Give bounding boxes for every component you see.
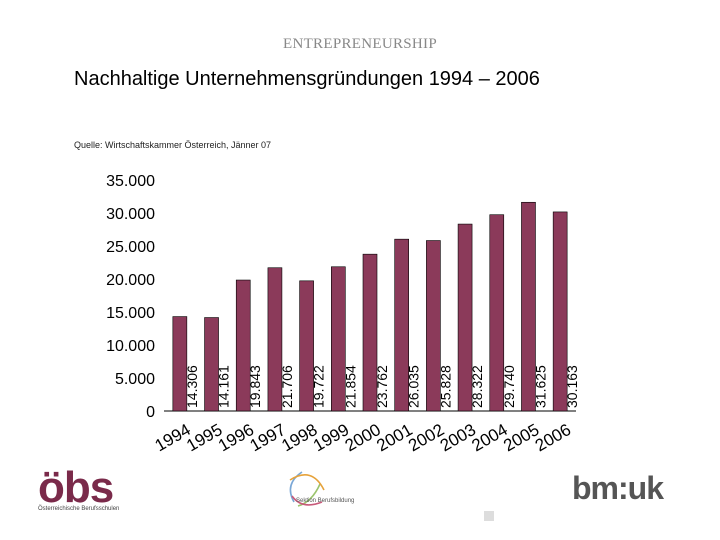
value-label: 21.706	[279, 365, 295, 408]
sektion-logo-text: Sektion Berufsbildung	[296, 498, 355, 504]
y-tick-label: 30.000	[106, 206, 155, 223]
value-label: 19.722	[311, 365, 327, 408]
bar-2003	[457, 223, 473, 412]
value-label: 28.322	[469, 365, 485, 408]
y-tick-label: 10.000	[106, 338, 155, 355]
bar-2004	[489, 214, 505, 412]
y-tick-label: 15.000	[106, 305, 155, 322]
obs-logo-mark: öbs	[38, 463, 114, 512]
decorative-square	[484, 511, 494, 521]
value-label: 29.740	[501, 365, 517, 408]
bar-1998	[299, 280, 314, 412]
sektion-logo-graphic	[289, 471, 325, 507]
value-label: 23.762	[374, 365, 390, 408]
obs-logo: öbs Österreichische Berufsschulen	[38, 463, 120, 513]
value-label: 21.854	[342, 365, 358, 408]
value-label: 14.161	[216, 365, 232, 408]
bmuk-logo: bm:uk	[572, 470, 664, 506]
value-label: 25.828	[437, 365, 453, 408]
bar-2002	[426, 240, 441, 412]
y-tick-label: 5.000	[115, 371, 155, 388]
bar-2005	[521, 201, 536, 412]
value-label: 26.035	[406, 365, 422, 408]
bar-1994	[172, 316, 188, 412]
value-label: 14.306	[184, 365, 200, 408]
slide-header: ENTREPRENEURSHIP	[283, 36, 437, 52]
y-tick-label: 25.000	[106, 239, 155, 256]
slide-title: Nachhaltige Unternehmensgründungen 1994 …	[74, 68, 540, 90]
y-tick-label: 20.000	[106, 272, 155, 289]
bar-2000	[362, 253, 378, 412]
bar-1995	[204, 317, 219, 412]
source-note: Quelle: Wirtschaftskammer Österreich, Jä…	[74, 140, 272, 150]
x-tick-label: 2006	[532, 420, 574, 455]
y-tick-label: 0	[146, 404, 155, 421]
obs-logo-subtitle: Österreichische Berufsschulen	[38, 506, 120, 512]
sektion-logo: Sektion Berufsbildung	[272, 462, 382, 523]
bar-1997	[267, 267, 283, 412]
y-tick-label: 35.000	[106, 173, 155, 190]
bar-2006	[552, 211, 568, 412]
value-label: 30.163	[564, 365, 580, 408]
value-label: 19.843	[247, 365, 263, 408]
value-label: 31.625	[532, 365, 548, 408]
bar-1999	[331, 266, 346, 412]
bar-2001	[394, 238, 409, 412]
bar-1996	[235, 279, 251, 412]
